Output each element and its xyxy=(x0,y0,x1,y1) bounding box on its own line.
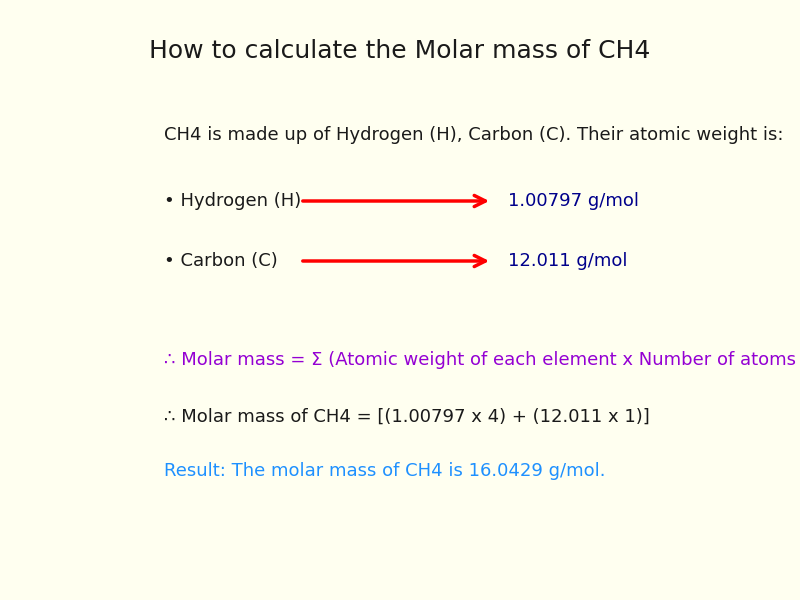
Text: • Carbon (C): • Carbon (C) xyxy=(164,252,278,270)
Text: CH4 is made up of Hydrogen (H), Carbon (C). Their atomic weight is:: CH4 is made up of Hydrogen (H), Carbon (… xyxy=(164,126,783,144)
Text: ∴ Molar mass = Σ (Atomic weight of each element x Number of atoms: ∴ Molar mass = Σ (Atomic weight of each … xyxy=(164,351,796,369)
Text: • Hydrogen (H): • Hydrogen (H) xyxy=(164,192,302,210)
Text: 1.00797 g/mol: 1.00797 g/mol xyxy=(508,192,639,210)
Text: ∴ Molar mass of CH4 = [(1.00797 x 4) + (12.011 x 1)]: ∴ Molar mass of CH4 = [(1.00797 x 4) + (… xyxy=(164,408,650,426)
Text: Result: The molar mass of CH4 is 16.0429 g/mol.: Result: The molar mass of CH4 is 16.0429… xyxy=(164,462,606,480)
Text: How to calculate the Molar mass of CH4: How to calculate the Molar mass of CH4 xyxy=(150,39,650,63)
Text: 12.011 g/mol: 12.011 g/mol xyxy=(508,252,627,270)
